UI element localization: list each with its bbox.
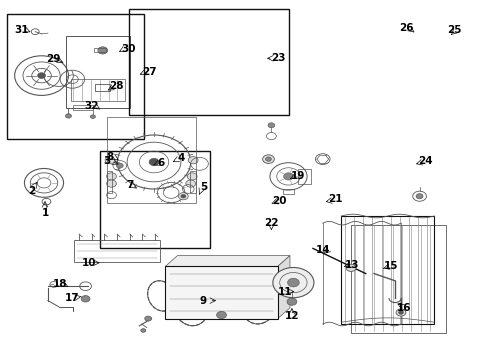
Circle shape [81,296,90,302]
Circle shape [181,194,185,198]
Circle shape [90,115,95,118]
Circle shape [105,157,115,164]
Circle shape [272,267,313,298]
Circle shape [286,298,296,305]
Text: 5: 5 [200,182,206,192]
Bar [74,240,160,262]
Bar [94,48,106,52]
Text: 31: 31 [15,24,29,35]
Text: 16: 16 [396,303,410,313]
Text: 2: 2 [28,186,35,196]
Circle shape [267,123,274,128]
Text: 19: 19 [290,171,305,181]
Circle shape [116,163,123,168]
Circle shape [287,278,299,287]
Circle shape [265,157,271,161]
Circle shape [415,194,422,199]
Circle shape [65,114,71,118]
Text: 8: 8 [106,152,113,162]
Circle shape [346,264,355,271]
Text: 7: 7 [125,180,133,190]
Bar [71,79,124,101]
Text: 12: 12 [284,311,299,321]
Circle shape [398,311,403,314]
Text: 22: 22 [264,218,278,228]
Text: 21: 21 [327,194,342,204]
Circle shape [188,157,198,164]
Circle shape [149,158,159,166]
Text: 25: 25 [447,24,461,35]
Circle shape [144,316,151,321]
Text: 32: 32 [84,101,99,111]
Bar [341,216,433,324]
Circle shape [187,173,197,180]
Circle shape [38,73,45,78]
Polygon shape [165,256,289,266]
Circle shape [216,311,226,319]
Text: 15: 15 [383,261,398,271]
Text: 1: 1 [41,208,48,218]
Text: 24: 24 [417,156,432,166]
Circle shape [106,180,116,187]
Bar [165,266,277,319]
Circle shape [141,329,145,332]
Bar [7,14,144,139]
Circle shape [262,155,274,163]
Circle shape [185,180,195,187]
Bar [189,171,195,193]
Bar [95,84,110,91]
Bar [128,9,288,115]
Text: 14: 14 [315,245,329,255]
Text: 4: 4 [177,153,184,163]
Circle shape [178,193,188,200]
Bar [282,189,294,194]
Circle shape [283,173,293,180]
Text: 29: 29 [46,54,61,64]
Text: 30: 30 [121,44,136,54]
Bar [73,105,93,110]
Circle shape [106,173,116,180]
Text: 23: 23 [271,53,285,63]
Text: 13: 13 [344,260,359,270]
Polygon shape [277,256,289,319]
Text: 18: 18 [53,279,67,289]
Text: 26: 26 [399,23,413,33]
Bar [66,36,129,108]
Bar [350,225,446,333]
Bar [106,117,196,203]
Bar [100,151,210,248]
Text: 6: 6 [158,158,164,168]
Circle shape [395,309,405,316]
Text: 17: 17 [65,293,80,303]
Text: 3: 3 [103,156,110,166]
Text: 10: 10 [82,258,97,268]
Circle shape [98,47,107,54]
Bar [106,171,112,193]
Bar [298,169,310,184]
Text: 20: 20 [272,196,286,206]
Text: 11: 11 [277,287,291,297]
Text: 9: 9 [199,296,206,306]
Text: 27: 27 [142,67,156,77]
Text: 28: 28 [108,81,123,91]
